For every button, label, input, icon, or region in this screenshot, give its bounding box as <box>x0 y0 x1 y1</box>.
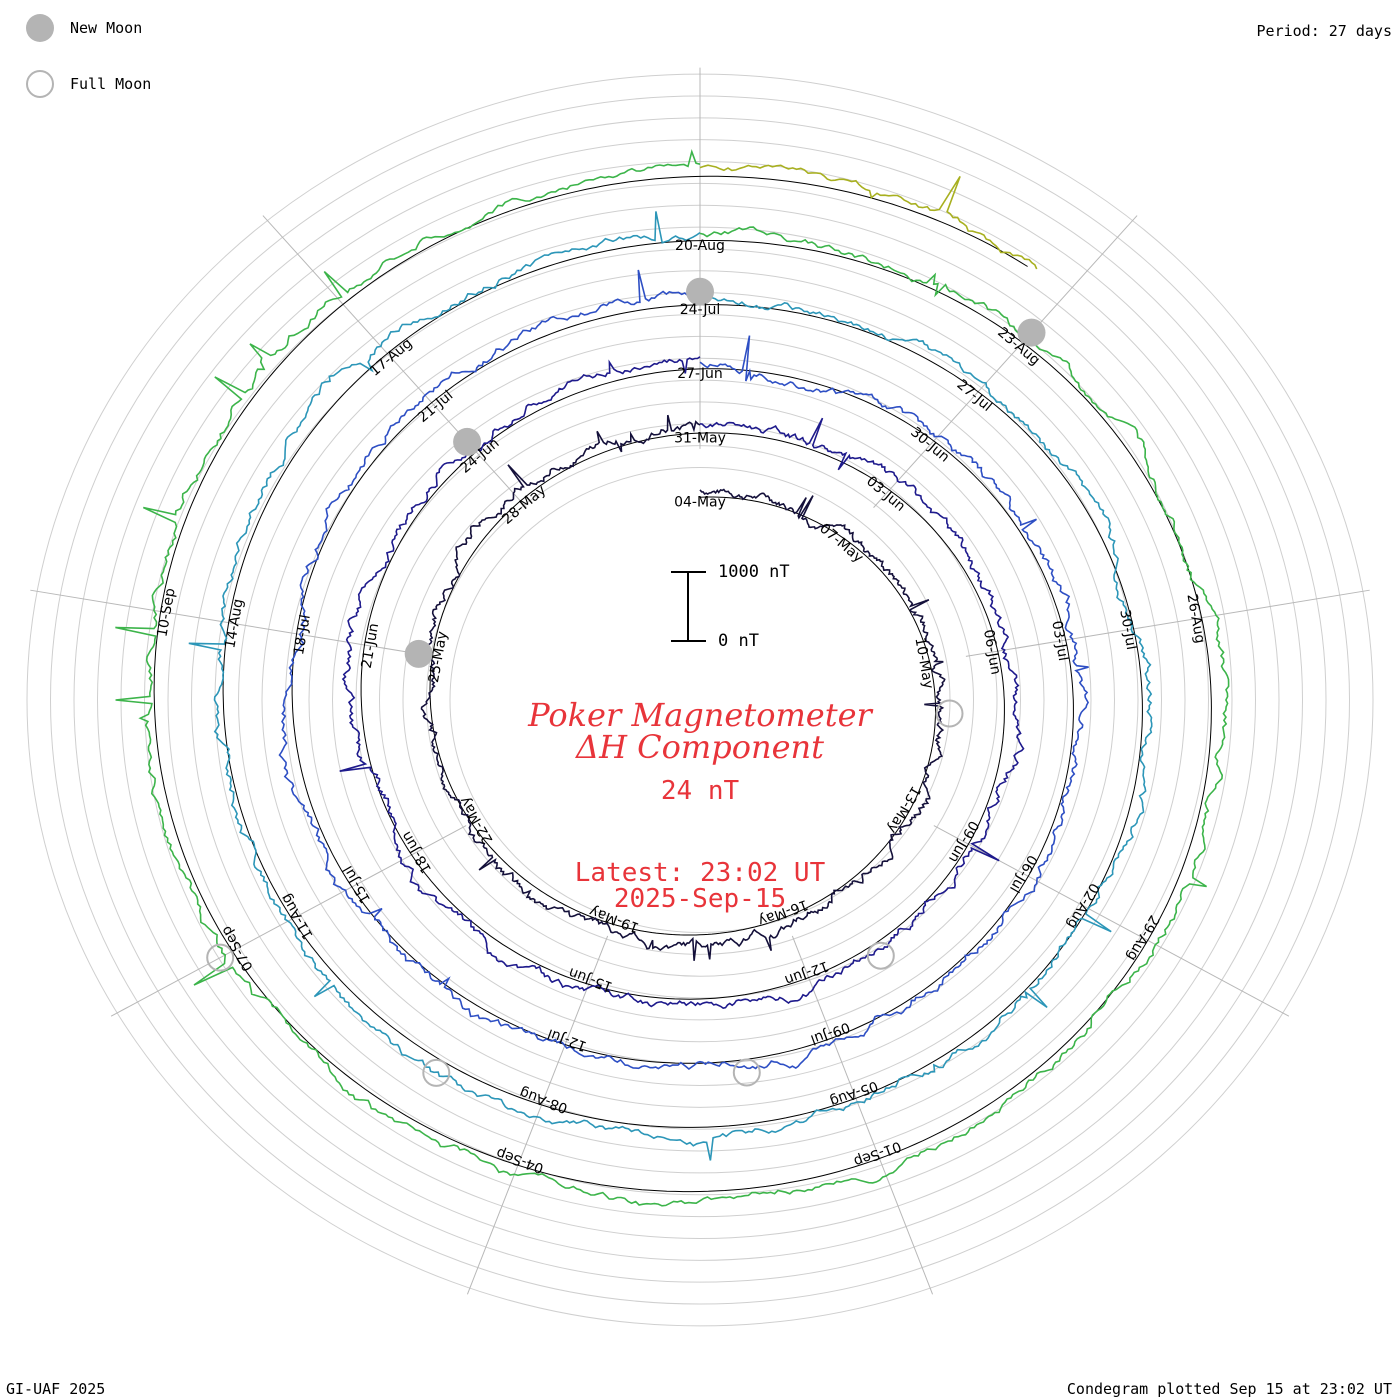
date-label: 04-May <box>674 495 726 511</box>
date-label: 25-May <box>426 630 451 684</box>
date-label: 15-Jun <box>567 964 615 995</box>
date-label: 28-May <box>499 482 549 528</box>
date-label: 17-Aug <box>367 335 416 379</box>
full-moon-marker <box>866 941 895 970</box>
trace-rotation-3 <box>278 269 1090 1071</box>
full-moon-marker <box>206 943 235 972</box>
new-moon-marker <box>686 277 714 306</box>
radial-spoke <box>933 825 1290 1017</box>
trace-rotation-2 <box>339 356 1025 1010</box>
radial-spoke <box>466 935 609 1295</box>
new-moon-label: New Moon <box>70 19 143 37</box>
trace-rotation-1 <box>420 414 946 961</box>
full-moon-icon <box>26 70 54 98</box>
reference-spiral <box>153 175 1212 1193</box>
moon-markers <box>206 277 1046 1087</box>
trace-rotation-4 <box>188 211 1153 1161</box>
plotted-timestamp: Condegram plotted Sep 15 at 23:02 UT <box>1066 1380 1392 1398</box>
radial-spoke <box>262 215 527 508</box>
new-moon-marker <box>404 639 433 668</box>
date-label: 03-Jul <box>1048 620 1071 663</box>
date-label: 10-Sep <box>154 587 178 638</box>
data-traces <box>115 149 1230 1207</box>
date-label: 06-Jun <box>980 628 1004 676</box>
full-moon-marker <box>422 1058 451 1087</box>
date-label: 24-Jul <box>680 302 721 318</box>
date-label: 18-Jul <box>291 613 314 656</box>
radial-spokes <box>30 67 1370 1295</box>
full-moon-label: Full Moon <box>70 75 152 93</box>
chart-title-line2: ΔH Component <box>575 728 825 766</box>
reference-spiral-line <box>153 175 1212 1193</box>
current-value: 24 nT <box>660 776 740 806</box>
date-label: 12-Jun <box>782 957 830 988</box>
date-label: 31-May <box>674 430 726 446</box>
date-label: 30-Jul <box>1116 608 1139 651</box>
latest-time: Latest: 23:02 UT <box>574 858 826 888</box>
radial-spoke <box>873 215 1138 508</box>
new-moon-marker <box>1017 318 1046 347</box>
date-label: 21-Jun <box>359 622 383 670</box>
new-moon-icon <box>26 14 54 42</box>
scale-bottom-label: 0 nT <box>718 631 759 651</box>
radial-spoke <box>791 935 934 1295</box>
period-label: Period: 27 days <box>1256 22 1392 40</box>
credit-label: GI-UAF 2025 <box>6 1380 106 1398</box>
date-label: 10-May <box>911 636 936 690</box>
date-label: 03-Jun <box>863 473 908 515</box>
date-label: 01-Sep <box>851 1138 903 1170</box>
date-label: 08-Aug <box>517 1084 569 1116</box>
date-label: 26-Aug <box>1183 593 1207 645</box>
date-label: 20-Aug <box>675 238 725 254</box>
radial-spoke <box>30 589 435 657</box>
radial-spoke <box>965 589 1370 657</box>
trace-rotation-6 <box>699 164 1038 270</box>
chart-title-line1: Poker Magnetometer <box>528 696 872 734</box>
full-moon-marker <box>732 1058 761 1087</box>
new-moon-marker <box>453 427 482 456</box>
trace-rotation-5 <box>115 149 1230 1207</box>
date-label: 27-Jun <box>677 366 723 382</box>
scale-bar <box>671 571 706 642</box>
latest-date: 2025-Sep-15 <box>613 884 787 914</box>
legend-full-moon: Full Moon <box>26 70 151 98</box>
date-label: 12-Jul <box>545 1025 589 1054</box>
legend-new-moon: New Moon <box>26 14 142 42</box>
full-moon-marker <box>935 699 964 728</box>
scale-top-label: 1000 nT <box>718 562 790 582</box>
